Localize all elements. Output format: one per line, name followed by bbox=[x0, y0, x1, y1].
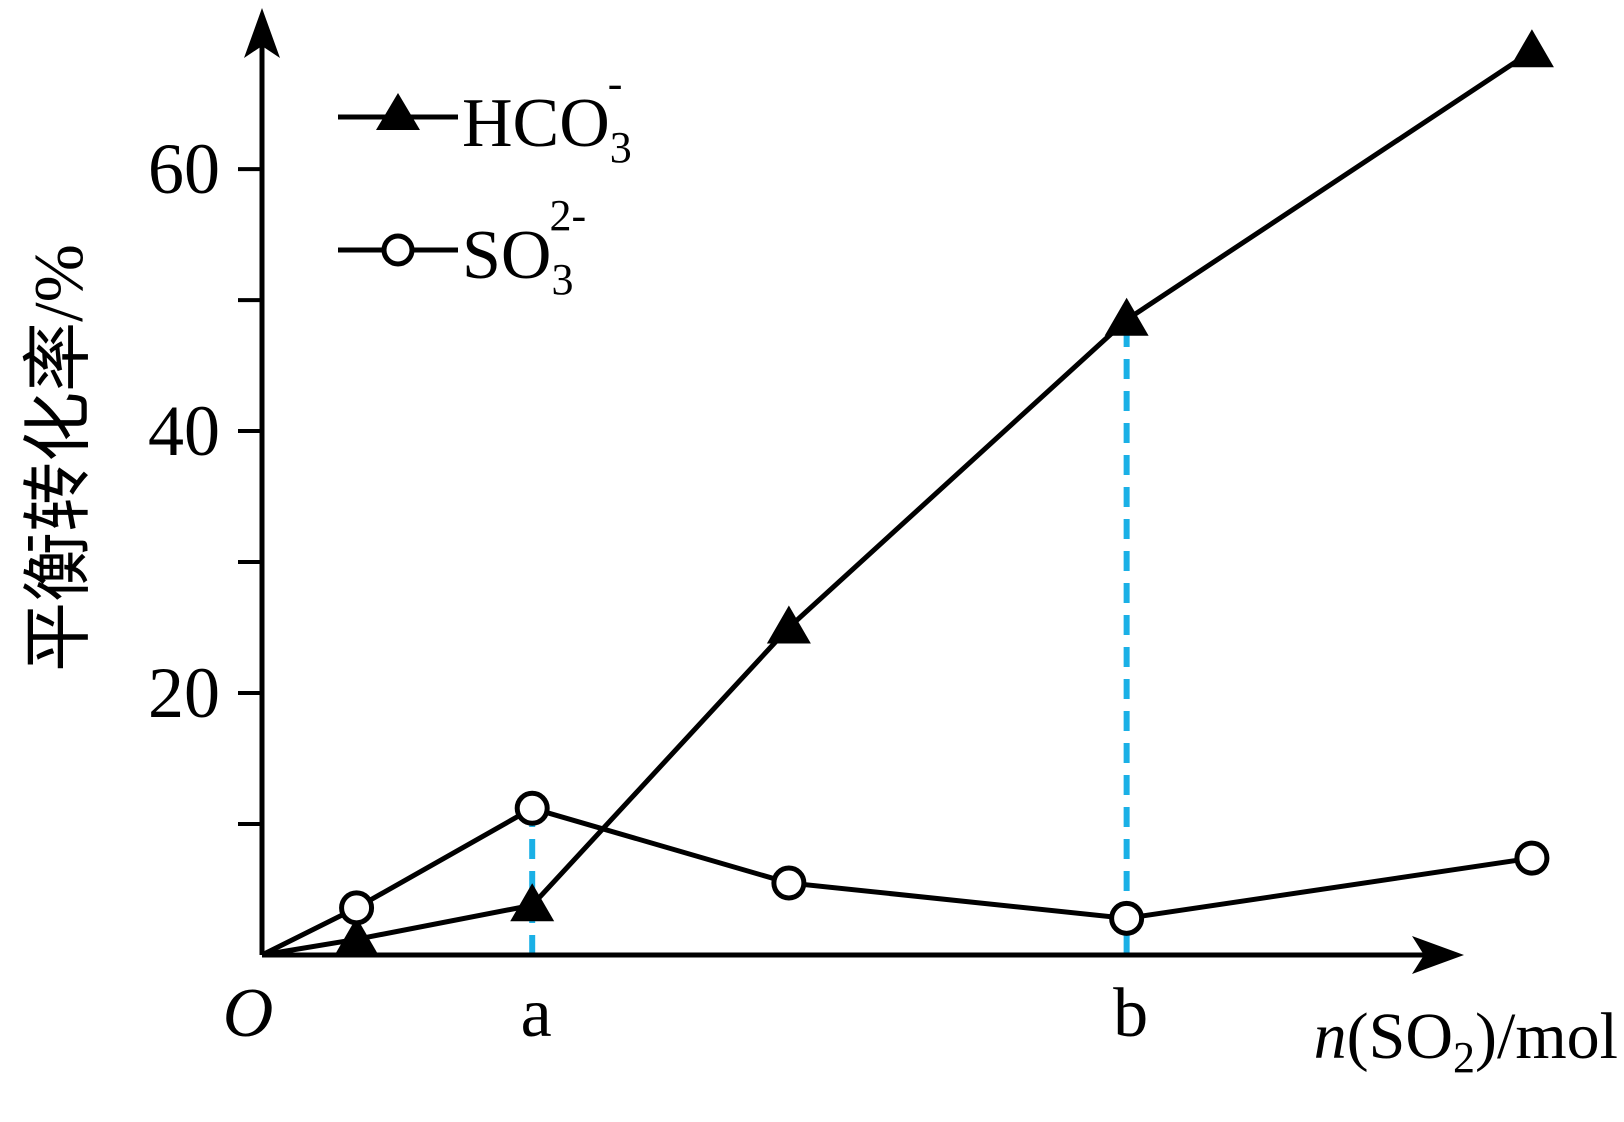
data-point-hco3-1 bbox=[334, 917, 379, 956]
legend-label-so3: SO3 2- bbox=[462, 191, 586, 304]
y-axis-label: 平衡转化率/% bbox=[21, 244, 98, 672]
legend-so3-sub: 3 bbox=[551, 255, 573, 304]
data-point-hco3-5 bbox=[1509, 29, 1554, 68]
data-point-so3-3 bbox=[771, 865, 807, 901]
series-layer bbox=[260, 29, 1554, 958]
legend: HCO3- SO32- bbox=[338, 59, 632, 304]
x-axis-label-close: )/mol bbox=[1475, 1000, 1618, 1073]
reference-lines bbox=[529, 329, 1130, 955]
legend-marker-hco3 bbox=[376, 93, 420, 130]
x-axis-label-open: (SO bbox=[1347, 1000, 1453, 1073]
y-tick-label-3: 40 bbox=[148, 391, 220, 471]
series-line-so3 bbox=[260, 805, 1533, 958]
legend-hco3-sub: 3 bbox=[610, 123, 632, 172]
y-axis-arrow bbox=[244, 8, 280, 58]
data-point-hco3-3 bbox=[766, 605, 811, 644]
data-point-hco3-4 bbox=[1104, 297, 1149, 336]
data-point-so3-4 bbox=[1109, 900, 1145, 936]
legend-so3-base: SO bbox=[462, 217, 551, 294]
data-point-so3-2 bbox=[514, 790, 550, 826]
x-axis-label: n(SO2)/mol bbox=[1314, 1000, 1618, 1082]
legend-hco3-sup: - bbox=[608, 59, 623, 108]
legend-marker-so3 bbox=[381, 233, 415, 267]
legend-label-hco3: HCO3 - bbox=[462, 59, 632, 172]
x-tick-label-1: b bbox=[1113, 975, 1148, 1052]
origin-label: O bbox=[223, 975, 274, 1052]
x-tick-label-0: a bbox=[521, 975, 552, 1052]
legend-item-so3: SO3 2- bbox=[338, 191, 586, 304]
data-point-so3-5 bbox=[1514, 840, 1550, 876]
x-axis-arrow bbox=[1412, 936, 1464, 974]
y-tick-label-1: 20 bbox=[148, 653, 220, 733]
x-axis-label-sub: 2 bbox=[1453, 1033, 1475, 1082]
series-line-hco3 bbox=[261, 49, 1534, 958]
data-point-hco3-2 bbox=[510, 883, 555, 922]
data-point-so3-1 bbox=[339, 890, 375, 926]
legend-hco3-base: HCO bbox=[462, 85, 610, 162]
x-axis-label-italic: n bbox=[1314, 1000, 1347, 1073]
legend-item-hco3: HCO3 - bbox=[338, 59, 632, 172]
y-tick-label-5: 60 bbox=[148, 129, 220, 209]
axes bbox=[244, 8, 1464, 974]
y-ticks: 20 40 60 bbox=[148, 129, 262, 827]
legend-so3-sup: 2- bbox=[549, 191, 586, 240]
